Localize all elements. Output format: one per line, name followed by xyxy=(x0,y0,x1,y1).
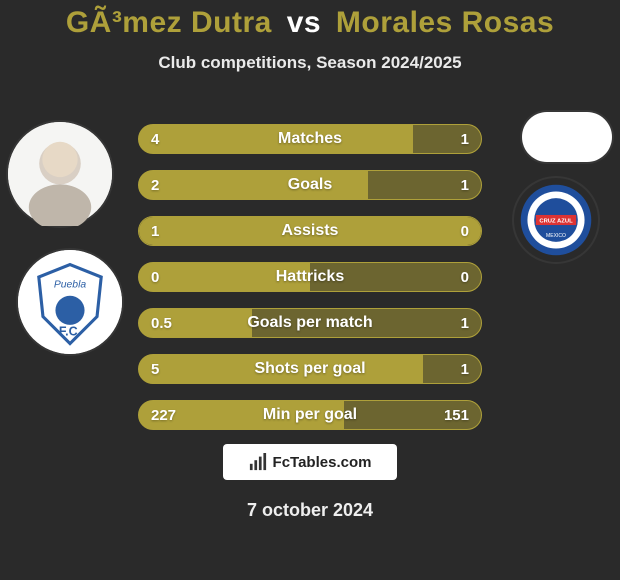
stat-fill-right xyxy=(423,355,481,383)
stat-fill-left xyxy=(139,171,368,199)
stat-fill-right xyxy=(252,309,481,337)
stat-row: Assists10 xyxy=(138,216,482,246)
stat-row: Hattricks00 xyxy=(138,262,482,292)
stat-fill-left xyxy=(139,125,413,153)
stat-row: Min per goal227151 xyxy=(138,400,482,430)
club-badge-icon: Puebla F.C. xyxy=(18,250,122,354)
svg-text:CRUZ AZUL: CRUZ AZUL xyxy=(539,219,573,225)
player2-name: Morales Rosas xyxy=(336,6,554,39)
player1-club-badge: Puebla F.C. xyxy=(18,250,122,354)
svg-text:Puebla: Puebla xyxy=(54,279,87,290)
stat-fill-left xyxy=(139,263,310,291)
stat-row: Shots per goal51 xyxy=(138,354,482,384)
club-badge-icon: CRUZ AZUL MEXICO xyxy=(514,178,598,262)
svg-text:F.C.: F.C. xyxy=(59,324,81,338)
brand-box: FcTables.com xyxy=(223,444,397,480)
date-label: 7 october 2024 xyxy=(0,500,620,521)
root: GÃ³mez Dutra vs Morales Rosas Club compe… xyxy=(0,0,620,580)
player2-club-badge: CRUZ AZUL MEXICO xyxy=(514,178,598,262)
stat-fill-left xyxy=(139,401,344,429)
player2-avatar xyxy=(522,112,612,162)
page-title: GÃ³mez Dutra vs Morales Rosas xyxy=(0,6,620,39)
brand-text: FcTables.com xyxy=(273,454,372,471)
player1-avatar xyxy=(8,122,112,226)
stat-fill-left xyxy=(139,355,423,383)
svg-text:MEXICO: MEXICO xyxy=(546,233,566,239)
vs-label: vs xyxy=(287,6,321,39)
player1-name: GÃ³mez Dutra xyxy=(66,6,272,39)
stat-fill-right xyxy=(310,263,481,291)
stat-row: Matches41 xyxy=(138,124,482,154)
bar-chart-icon xyxy=(249,453,267,471)
stat-fill-right xyxy=(344,401,481,429)
stat-fill-left xyxy=(139,309,252,337)
subtitle: Club competitions, Season 2024/2025 xyxy=(0,53,620,73)
person-silhouette-icon xyxy=(8,122,112,226)
stat-fill-right xyxy=(368,171,481,199)
stat-row: Goals21 xyxy=(138,170,482,200)
stat-row: Goals per match0.51 xyxy=(138,308,482,338)
stat-area: Matches41 Goals21 Assists10 Hattricks00 Goal… xyxy=(138,124,482,446)
stat-fill-right xyxy=(413,125,481,153)
stat-fill-left xyxy=(139,217,481,245)
